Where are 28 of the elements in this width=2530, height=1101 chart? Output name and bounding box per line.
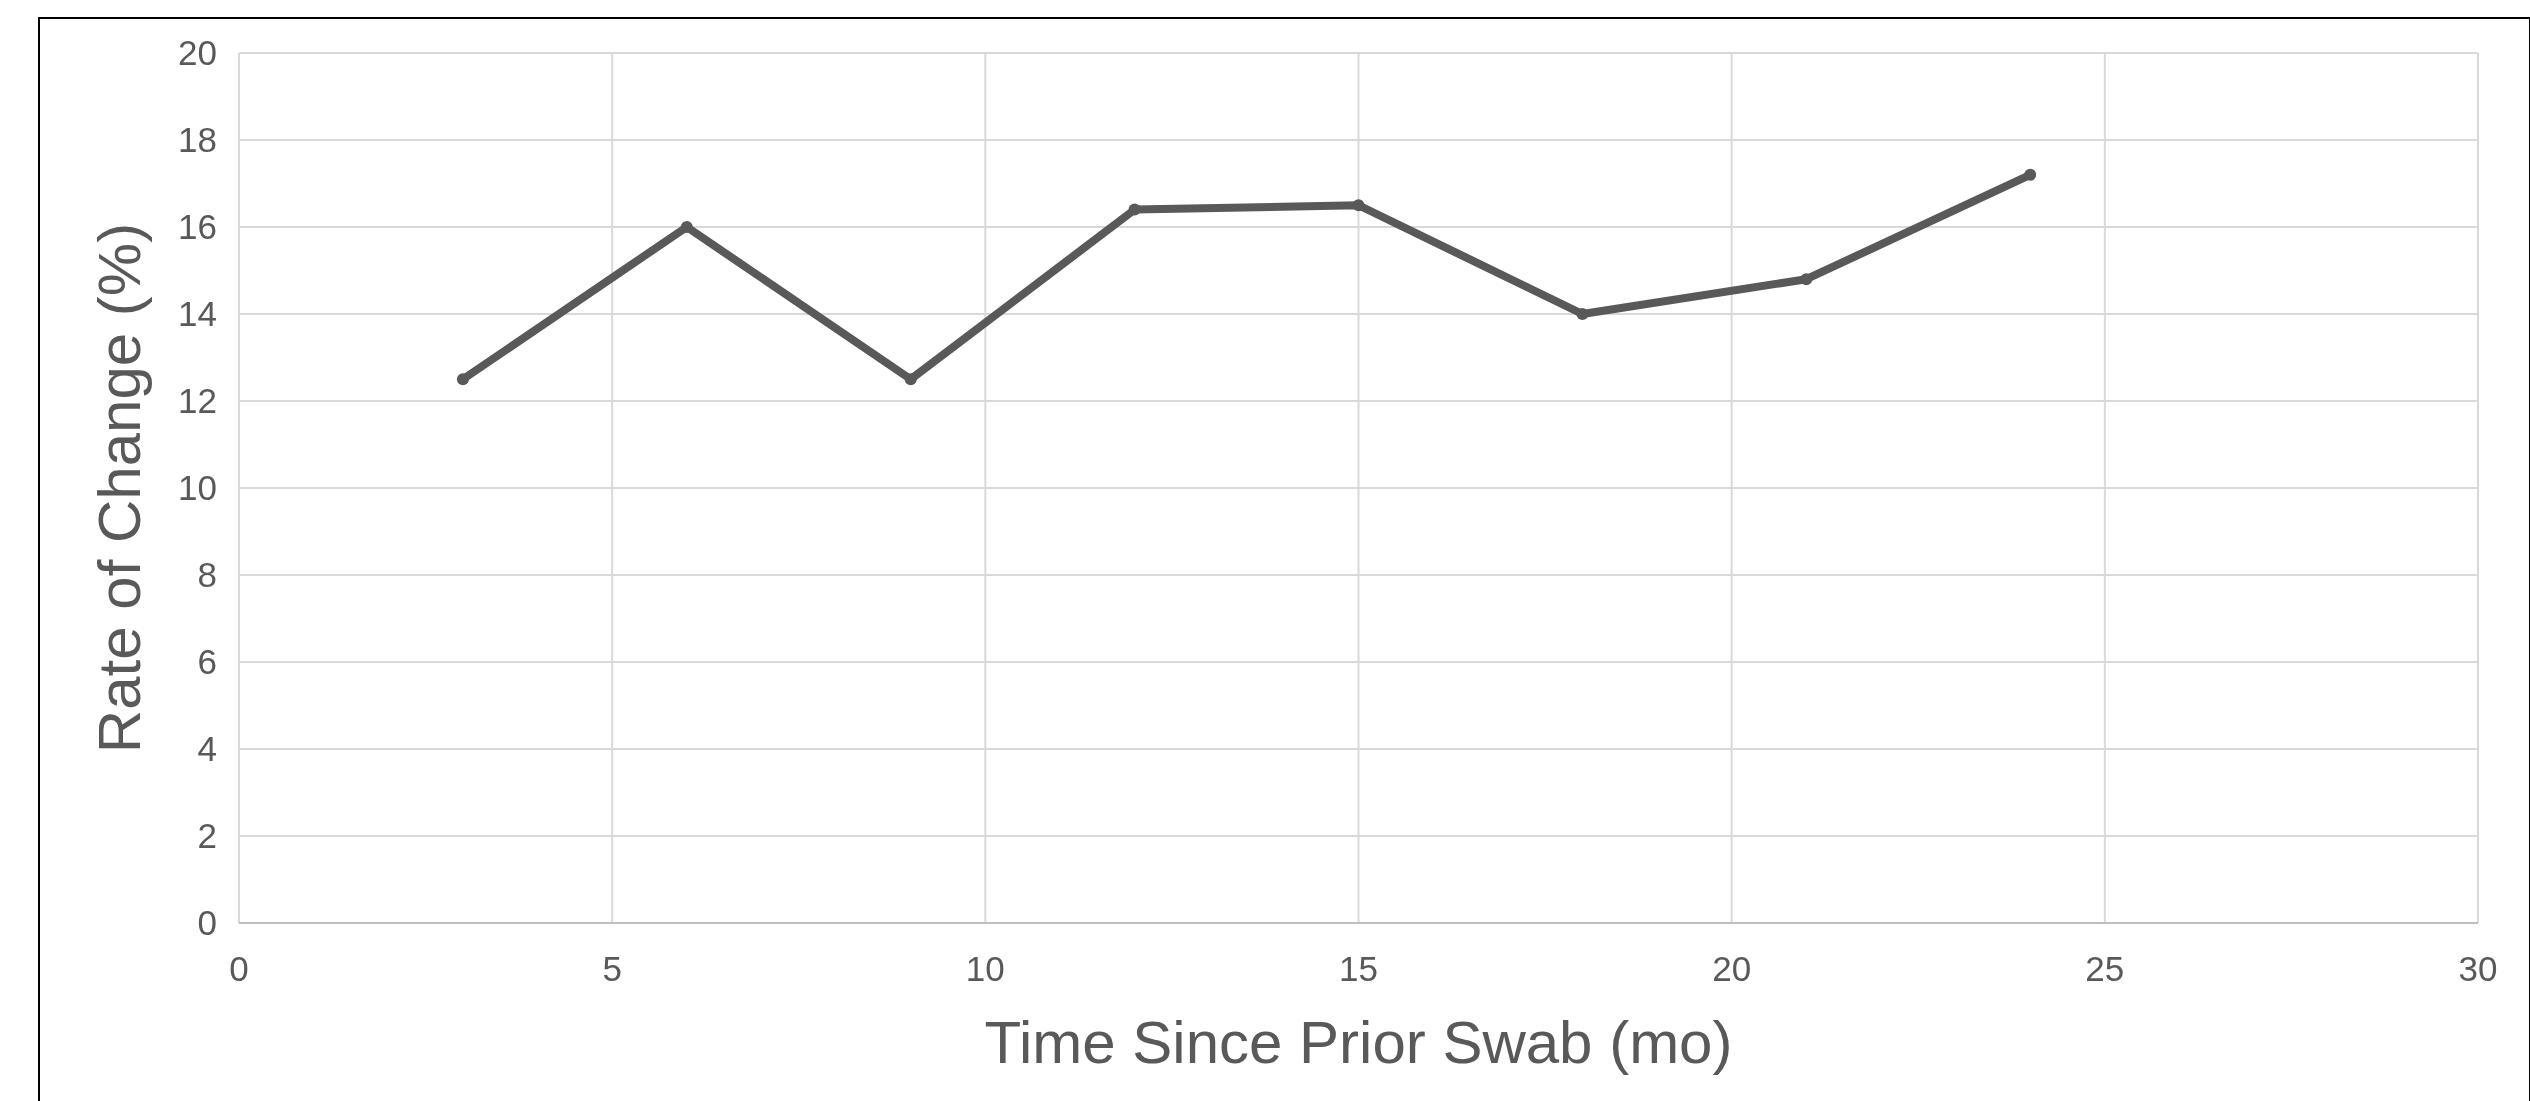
y-tick-label: 6 (197, 642, 217, 682)
y-tick-label: 14 (178, 294, 217, 334)
y-tick-label: 8 (197, 555, 217, 595)
x-tick-label: 0 (229, 949, 249, 988)
point (1800, 273, 1813, 286)
x-tick-label: 30 (2458, 949, 2498, 988)
y-tick-label: 0 (197, 903, 217, 943)
y-tick-label: 12 (178, 381, 217, 421)
point (1128, 203, 1141, 216)
point (1576, 308, 1589, 320)
y-tick-label: 10 (178, 468, 217, 508)
y-tick-label: 18 (178, 120, 217, 160)
y-tick-label: 16 (178, 207, 217, 247)
y-tick-label: 4 (197, 729, 217, 769)
y-axis-title: Rate of Change (%) (86, 222, 153, 754)
x-tick-label: 15 (1339, 949, 1378, 988)
x-tick-label: 25 (2085, 949, 2125, 988)
point (904, 373, 917, 386)
x-axis-title: Time Since Prior Swab (mo) (984, 1009, 1733, 1076)
y-tick-label: 20 (178, 33, 217, 73)
x-tick-label: 10 (965, 949, 1005, 988)
point (456, 373, 469, 386)
y-tick-label: 2 (197, 816, 217, 856)
x-tick-label: 20 (1712, 949, 1752, 988)
point (2024, 168, 2037, 181)
point (680, 221, 693, 233)
x-tick-label: 5 (602, 949, 622, 988)
point (1352, 199, 1365, 212)
